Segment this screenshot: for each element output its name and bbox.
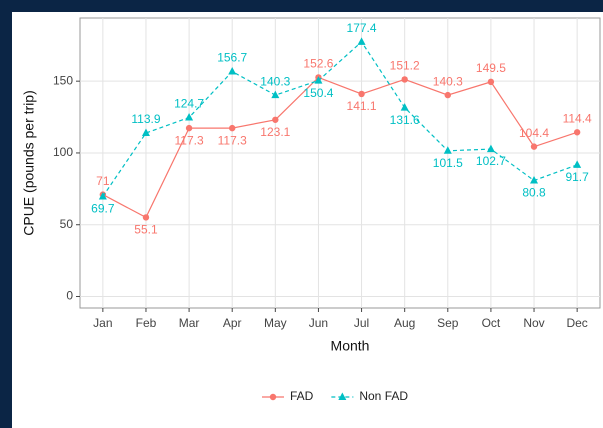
point <box>142 214 150 221</box>
data-label: 80.8 <box>522 186 546 200</box>
data-label: 131.6 <box>390 113 420 127</box>
series-line <box>102 76 578 219</box>
data-label: 151.2 <box>390 59 420 73</box>
plot-panel <box>79 17 601 309</box>
data-label: 113.9 <box>131 112 160 126</box>
point <box>228 67 237 75</box>
point <box>530 143 538 150</box>
point <box>141 128 150 136</box>
data-label: 177.4 <box>347 21 377 35</box>
data-label: 124.7 <box>174 97 204 111</box>
data-label: 117.3 <box>218 133 247 147</box>
point <box>358 90 365 98</box>
x-tick-label: Apr <box>223 316 242 330</box>
x-tick-label: Nov <box>523 316 544 330</box>
data-label: 101.5 <box>433 156 463 170</box>
y-tick-label: 0 <box>66 289 73 303</box>
data-label: 104.4 <box>519 126 549 140</box>
x-tick-label: Sep <box>437 316 459 330</box>
x-tick-label: Jan <box>93 316 112 330</box>
point <box>98 191 107 200</box>
legend: FAD Non FAD <box>262 389 408 403</box>
data-label: 150.4 <box>303 86 333 100</box>
data-label: 71 <box>96 174 110 188</box>
data-label: 123.1 <box>260 125 290 139</box>
data-label: 140.3 <box>433 74 463 88</box>
legend-label: FAD <box>290 389 314 403</box>
point <box>530 176 539 184</box>
point <box>486 144 495 153</box>
x-tick-label: Dec <box>566 316 587 330</box>
point <box>229 124 236 132</box>
point <box>271 90 280 99</box>
x-tick-label: May <box>264 316 287 330</box>
point <box>487 78 495 86</box>
point <box>357 37 366 45</box>
point <box>269 393 277 401</box>
point <box>314 76 323 84</box>
legend-label: Non FAD <box>359 389 408 403</box>
point <box>338 392 347 400</box>
data-label: 149.5 <box>476 61 506 75</box>
y-tick-label: 150 <box>53 73 73 87</box>
series-line <box>102 40 578 197</box>
point <box>185 112 194 121</box>
point <box>400 103 409 111</box>
point <box>272 116 279 123</box>
y-tick-label: 50 <box>60 217 74 231</box>
x-tick-label: Feb <box>136 316 157 330</box>
data-label: 69.7 <box>91 202 115 216</box>
data-label: 102.7 <box>476 154 506 168</box>
data-label: 152.6 <box>303 57 333 71</box>
x-tick-label: Jul <box>354 316 369 330</box>
point <box>185 124 193 132</box>
data-label: 156.7 <box>217 51 247 65</box>
point <box>573 129 581 136</box>
point <box>443 146 452 154</box>
x-tick-label: Oct <box>482 316 501 330</box>
x-axis-title: Month <box>331 338 370 354</box>
point <box>401 76 408 83</box>
x-tick-label: Aug <box>394 316 415 330</box>
x-tick-label: Mar <box>179 316 200 330</box>
point <box>573 160 582 168</box>
point <box>444 91 451 99</box>
data-label: 117.3 <box>175 133 204 147</box>
data-label: 55.1 <box>134 223 158 237</box>
x-tick-label: Jun <box>309 316 328 330</box>
data-label: 140.3 <box>260 74 290 88</box>
y-tick-label: 100 <box>53 145 73 159</box>
y-axis-title: CPUE (pounds per trip) <box>21 90 37 236</box>
data-label: 91.7 <box>565 170 589 184</box>
data-label: 141.1 <box>347 99 377 113</box>
data-label: 114.4 <box>563 111 592 125</box>
